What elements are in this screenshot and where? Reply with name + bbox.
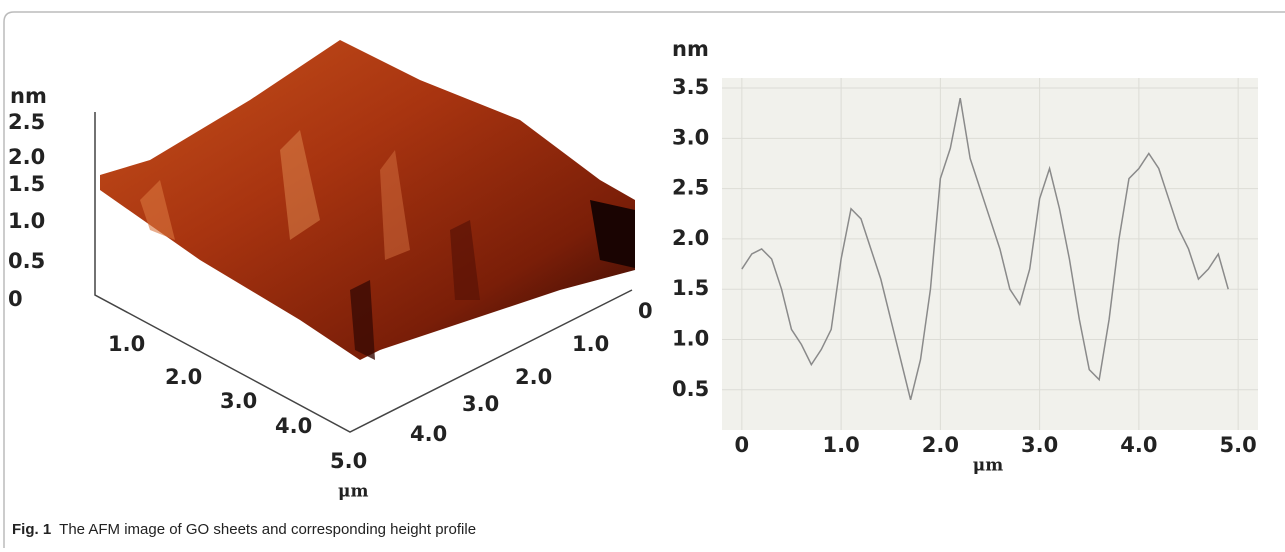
z-tick-label: 2.0 xyxy=(8,145,45,169)
x-tick-label: 5.0 xyxy=(330,449,367,473)
x-tick-label: 2.0 xyxy=(165,365,202,389)
y-tick-label: 1.0 xyxy=(672,326,709,350)
y-tick-label-3d: 4.0 xyxy=(410,422,447,446)
x-unit: μm xyxy=(338,482,368,502)
x-tick-label: 1.0 xyxy=(108,332,145,356)
caption: Fig. 1 The AFM image of GO sheets and cor… xyxy=(12,521,476,538)
y-tick-label: 1.5 xyxy=(672,276,709,300)
x-tick-label: 2.0 xyxy=(922,433,959,457)
frame xyxy=(3,11,1285,548)
z-tick-label: 0.5 xyxy=(8,249,45,273)
caption-text: The AFM image of GO sheets and correspon… xyxy=(59,521,476,538)
x-tick-label: 4.0 xyxy=(1120,433,1157,457)
x-tick-label: 1.0 xyxy=(823,433,860,457)
x-axis-label: μm xyxy=(973,456,1003,476)
y-tick-label-3d: 3.0 xyxy=(462,392,499,416)
z-tick-label: 0 xyxy=(8,287,23,311)
afm-surface xyxy=(100,40,635,360)
y-tick-label-3d: 0 xyxy=(638,299,653,323)
y-axis-label: nm xyxy=(672,37,709,61)
y-tick-label: 2.5 xyxy=(672,176,709,200)
z-tick-label: 1.5 xyxy=(8,172,45,196)
x-tick-label: 3.0 xyxy=(1021,433,1058,457)
z-unit: nm xyxy=(10,84,47,108)
caption-label: Fig. 1 xyxy=(12,521,51,538)
y-tick-label: 3.0 xyxy=(672,125,709,149)
profile-line xyxy=(741,97,1229,401)
afm-axes xyxy=(94,112,633,433)
x-tick-label: 4.0 xyxy=(275,414,312,438)
z-tick-label: 1.0 xyxy=(8,209,45,233)
y-tick-label: 2.0 xyxy=(672,226,709,250)
y-tick-label-3d: 2.0 xyxy=(515,365,552,389)
y-tick-label-3d: 1.0 xyxy=(572,332,609,356)
y-tick-label: 0.5 xyxy=(672,377,709,401)
z-tick-label: 2.5 xyxy=(8,110,45,134)
x-tick-label: 0 xyxy=(735,433,750,457)
y-tick-label: 3.5 xyxy=(672,75,709,99)
x-tick-label: 5.0 xyxy=(1220,433,1257,457)
x-tick-label: 3.0 xyxy=(220,389,257,413)
plot-area xyxy=(722,78,1258,430)
